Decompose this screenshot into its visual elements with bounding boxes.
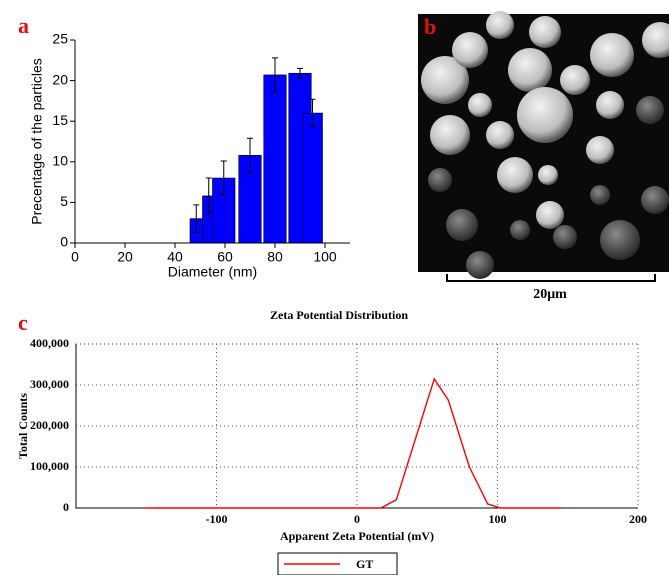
x-tick-label: -100 — [206, 512, 228, 526]
y-tick-label: 200,000 — [30, 418, 69, 432]
y-axis-label: Precentage of the particles — [29, 58, 45, 225]
y-tick-label: 25 — [52, 31, 68, 47]
x-tick-label: 40 — [167, 249, 183, 265]
y-axis-label: Total Counts — [16, 393, 30, 459]
x-axis-label: Apparent Zeta Potential (mV) — [280, 529, 434, 543]
scale-bar-label: 20μm — [533, 287, 567, 302]
y-tick-label: 300,000 — [30, 377, 69, 391]
bar — [303, 113, 323, 243]
legend-label: GT — [356, 557, 373, 571]
panel-label: c — [18, 310, 28, 335]
x-tick-label: 0 — [71, 249, 79, 265]
y-tick-label: 10 — [52, 153, 68, 169]
y-tick-label: 5 — [60, 193, 68, 209]
x-tick-label: 0 — [354, 512, 360, 526]
sem-image — [418, 11, 669, 279]
x-tick-label: 200 — [629, 512, 647, 526]
panel-label: a — [18, 13, 29, 38]
figure: b 20μm a Diameter (nm) Precentage of the p… — [0, 0, 669, 575]
x-axis-label: Diameter (nm) — [168, 264, 257, 280]
x-tick-label: 80 — [267, 249, 283, 265]
x-tick-label: 20 — [117, 249, 133, 265]
y-tick-label: 15 — [52, 112, 68, 128]
y-tick-label: 100,000 — [30, 459, 69, 473]
y-tick-label: 0 — [60, 234, 68, 250]
y-tick-label: 400,000 — [30, 336, 69, 350]
x-tick-label: 100 — [313, 249, 337, 265]
panel-label: b — [424, 14, 436, 39]
series-line — [146, 379, 560, 508]
x-tick-label: 60 — [217, 249, 233, 265]
x-tick-label: 100 — [489, 512, 507, 526]
bar — [264, 75, 287, 243]
y-tick-label: 0 — [63, 500, 69, 514]
y-tick-label: 20 — [52, 71, 68, 87]
chart-title: Zeta Potential Distribution — [270, 308, 408, 322]
